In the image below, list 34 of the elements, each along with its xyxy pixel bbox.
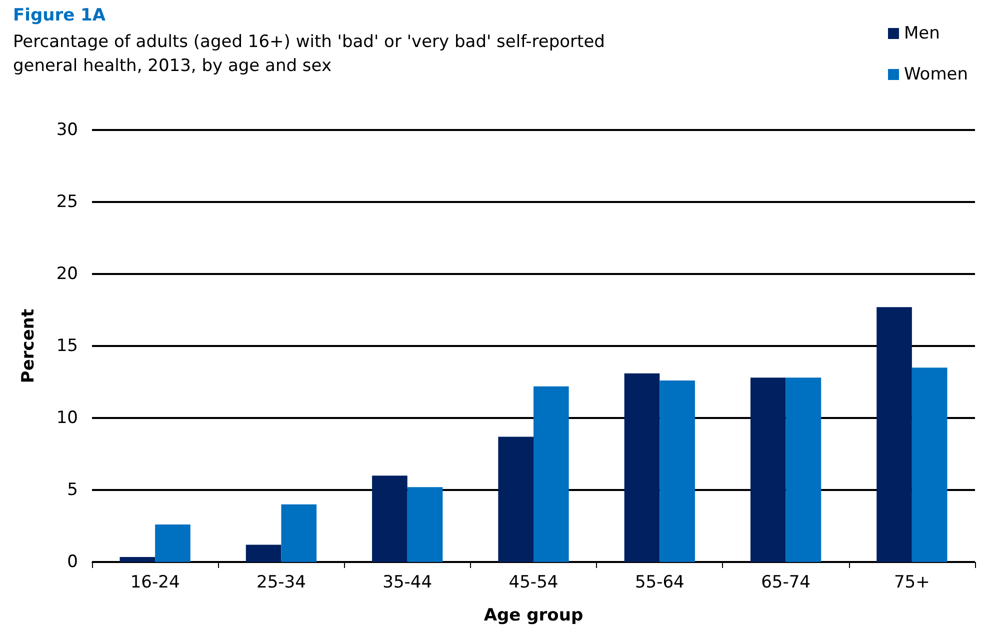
chart-title: Figure 1A: [13, 6, 106, 26]
y-tick-label: 30: [56, 120, 78, 140]
bar: [786, 378, 822, 562]
legend-label: Men: [904, 24, 940, 44]
bar: [750, 378, 786, 562]
y-tick-label: 10: [56, 408, 78, 428]
bar: [246, 544, 282, 562]
y-tick-label: 25: [56, 192, 78, 212]
bar: [876, 307, 912, 562]
bar: [498, 436, 534, 562]
bar: [281, 504, 317, 562]
bar: [624, 373, 660, 562]
x-tick-label: 75+: [894, 572, 930, 592]
x-tick-label: 16-24: [130, 572, 180, 592]
x-tick-label: 55-64: [634, 572, 684, 592]
bar: [372, 476, 408, 562]
x-tick-label: 65-74: [761, 572, 810, 592]
bar: [407, 487, 443, 562]
x-tick-label: 25-34: [256, 572, 306, 592]
bar: [534, 386, 569, 562]
y-tick-label: 20: [56, 264, 78, 284]
bar: [660, 380, 695, 562]
y-axis-title: Percent: [18, 308, 38, 384]
y-tick-label: 0: [67, 552, 78, 572]
bar: [120, 556, 156, 562]
x-tick-label: 45-54: [508, 572, 558, 592]
x-axis-title: Age group: [484, 606, 584, 626]
y-tick-label: 5: [67, 480, 78, 500]
y-tick-label: 15: [56, 336, 78, 356]
x-tick-label: 35-44: [382, 572, 432, 592]
bar: [912, 368, 948, 562]
legend-label: Women: [904, 64, 968, 84]
bar: [155, 524, 190, 562]
chart-subtitle: Percantage of adults (aged 16+) with 'bad' or 'very bad' self-reported general health, 2013, by age and sex: [13, 32, 605, 76]
